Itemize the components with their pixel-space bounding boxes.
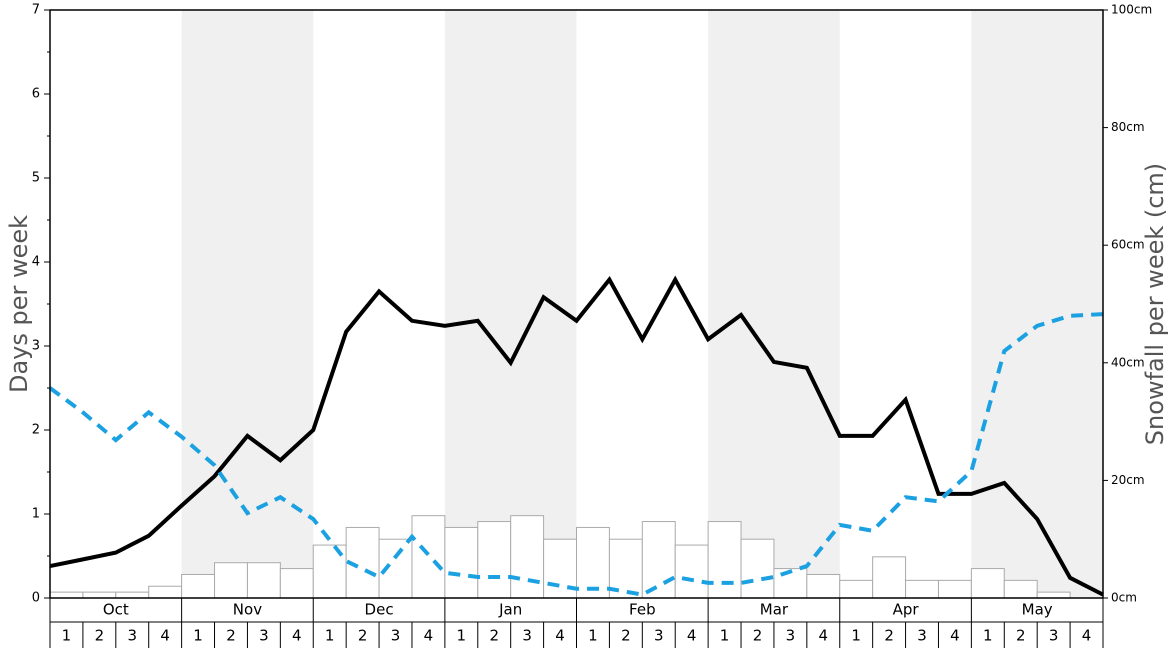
bar: [444, 526, 479, 599]
x-tick-label: 4: [160, 627, 170, 645]
line: [49, 275, 1104, 597]
y-axis-title: Days per week: [5, 215, 33, 393]
y2-tick-label: 20cm: [1111, 473, 1145, 487]
x-tick-label: 2: [753, 627, 763, 645]
bar: [905, 579, 939, 599]
bar: [148, 585, 183, 599]
x-tick-label: 3: [522, 627, 532, 645]
month-label: Apr: [893, 601, 920, 619]
x-tick-label: 3: [127, 627, 137, 645]
x-tick-label: 2: [358, 627, 368, 645]
x-tick-label: 4: [1082, 627, 1092, 645]
x-tick-label: 3: [391, 627, 401, 645]
bar: [740, 538, 775, 599]
bar: [279, 568, 314, 599]
x-tick-label: 1: [457, 627, 467, 645]
x-tick-label: 4: [819, 627, 829, 645]
y2-tick-label: 80cm: [1111, 120, 1145, 134]
bar: [1003, 579, 1038, 599]
y-tick-label: 5: [32, 171, 40, 186]
x-tick-label: 2: [489, 627, 499, 645]
y-tick-label: 6: [32, 87, 40, 102]
bar: [937, 579, 972, 599]
bar: [806, 573, 841, 599]
bar: [82, 591, 117, 599]
y2-tick-label: 0cm: [1111, 591, 1137, 605]
x-tick-label: 2: [95, 627, 105, 645]
bar: [970, 568, 1005, 599]
x-tick-label: 1: [851, 627, 861, 645]
bar: [674, 544, 709, 599]
month-band: [181, 10, 314, 598]
bar: [510, 515, 545, 599]
month-band: [971, 10, 1103, 598]
bar: [411, 515, 446, 599]
month-label: Dec: [365, 601, 394, 619]
y-tick-label: 1: [32, 507, 40, 522]
x-tick-label: 4: [292, 627, 302, 645]
bar: [246, 562, 281, 599]
x-tick-label: 4: [687, 627, 697, 645]
y-tick-label: 4: [32, 255, 40, 270]
x-tick-label: 3: [1049, 627, 1059, 645]
month-label: Feb: [629, 601, 656, 619]
bar: [49, 591, 84, 599]
y2-tick-label: 100cm: [1111, 3, 1152, 17]
bar: [839, 579, 874, 599]
month-label: Jan: [498, 601, 522, 619]
y-tick-label: 3: [32, 339, 40, 354]
x-tick-label: 1: [720, 627, 730, 645]
y2-tick-label: 60cm: [1111, 238, 1145, 252]
x-tick-label: 3: [259, 627, 269, 645]
month-band: [708, 10, 840, 598]
bar: [477, 521, 512, 599]
x-tick-label: 3: [917, 627, 927, 645]
month-label: Nov: [233, 601, 262, 619]
x-tick-label: 3: [654, 627, 664, 645]
bar: [872, 556, 907, 599]
x-tick-label: 1: [325, 627, 335, 645]
x-tick-label: 2: [1016, 627, 1026, 645]
bar: [1036, 591, 1071, 599]
bar: [641, 521, 676, 599]
y2-tick-label: 40cm: [1111, 355, 1145, 369]
month-label: Mar: [760, 601, 789, 619]
bar: [181, 573, 216, 599]
bar: [707, 521, 742, 599]
month-label: Oct: [103, 601, 129, 619]
x-tick-label: 4: [555, 627, 565, 645]
y2-axis-title: Snowfall per week (cm): [1141, 163, 1168, 445]
bar: [115, 591, 150, 599]
y-tick-label: 2: [32, 423, 40, 438]
month-label: May: [1022, 601, 1053, 619]
x-tick-label: 3: [786, 627, 796, 645]
x-tick-label: 1: [983, 627, 993, 645]
y-tick-label: 7: [32, 3, 40, 18]
x-tick-label: 2: [621, 627, 631, 645]
month-band: [444, 10, 577, 598]
x-tick-label: 1: [62, 627, 72, 645]
x-tick-label: 4: [950, 627, 960, 645]
y-tick-label: 0: [32, 591, 40, 606]
x-tick-label: 2: [884, 627, 894, 645]
bar: [214, 562, 248, 599]
x-tick-label: 2: [226, 627, 236, 645]
line: [48, 312, 1104, 597]
x-tick-label: 4: [424, 627, 434, 645]
background: [181, 10, 1103, 598]
x-tick-label: 1: [193, 627, 203, 645]
x-tick-label: 1: [588, 627, 598, 645]
